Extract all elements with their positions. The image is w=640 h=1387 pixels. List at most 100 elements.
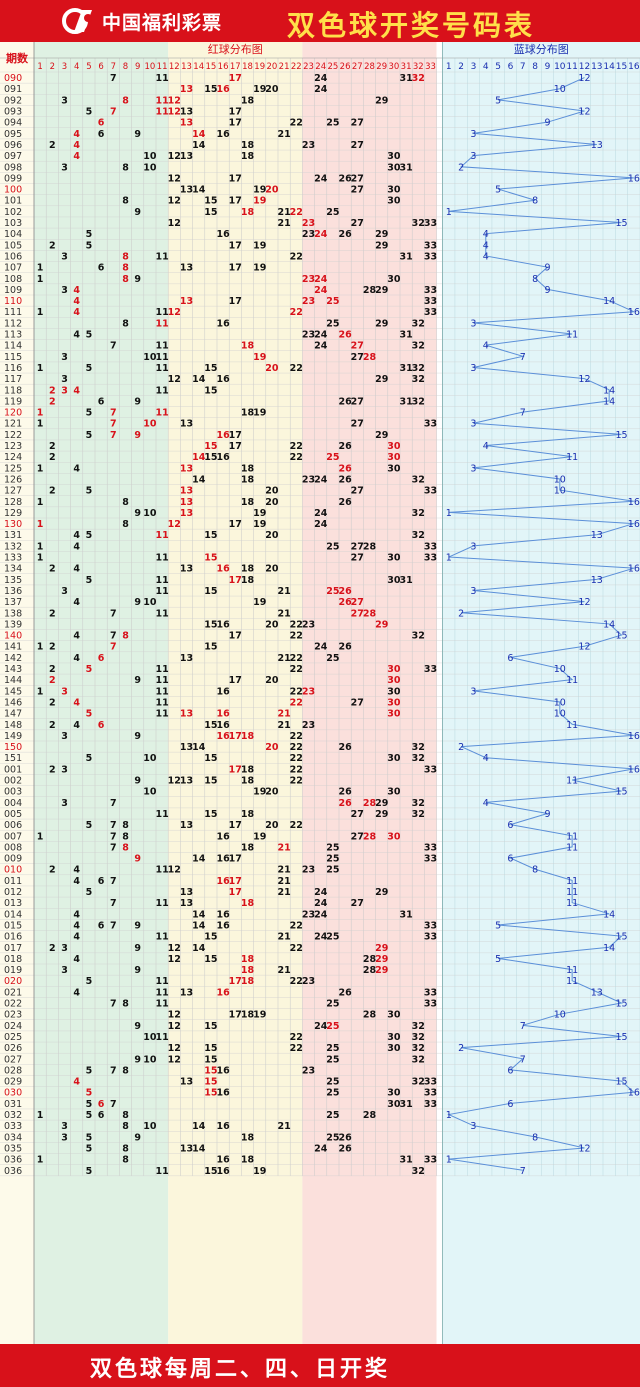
red-ball-number: 25 [326, 854, 339, 865]
red-ball-number: 15 [204, 441, 217, 452]
period-label: 140 [4, 631, 22, 642]
red-ball-number: 30 [387, 196, 401, 207]
red-ball-number: 28 [363, 608, 377, 619]
blue-ball-number: 15 [615, 218, 627, 229]
blue-ball-number: 15 [615, 1077, 627, 1088]
red-ball-number: 18 [241, 341, 255, 352]
red-ball-number: 6 [98, 129, 105, 140]
period-label: 102 [4, 207, 22, 218]
red-ball-number: 15 [204, 586, 217, 597]
period-label: 095 [4, 129, 22, 140]
blue-ball-number: 9 [544, 809, 550, 820]
red-ball-number: 15 [204, 809, 217, 820]
red-ball-number: 13 [180, 84, 193, 95]
red-ball-number: 19 [253, 408, 266, 419]
red-ball-number: 18 [241, 764, 255, 775]
red-ball-number: 13 [180, 263, 193, 274]
red-ball-number: 17 [229, 173, 242, 184]
red-ball-number: 32 [412, 1077, 425, 1088]
blue-ball-number: 7 [520, 408, 526, 419]
red-ball-number: 9 [134, 943, 141, 954]
blue-ball-number: 9 [544, 285, 550, 296]
red-ball-number: 21 [277, 842, 290, 853]
red-ball-number: 22 [290, 1032, 303, 1043]
header-bar: 中国福利彩票 双色球开奖号码表 [0, 0, 640, 42]
red-ball-number: 12 [168, 1043, 181, 1054]
red-ball-number: 25 [326, 865, 339, 876]
red-ball-number: 13 [180, 1077, 193, 1088]
red-ball-number: 4 [73, 530, 80, 541]
red-ball-number: 16 [216, 731, 230, 742]
period-label: 036 [4, 1155, 22, 1166]
red-ball-number: 32 [412, 1021, 425, 1032]
blue-ball-number: 11 [566, 965, 578, 976]
red-ball-number: 14 [192, 1121, 206, 1132]
red-ball-number: 16 [216, 876, 230, 887]
red-ball-number: 26 [338, 1143, 352, 1154]
period-label: 150 [4, 742, 22, 753]
period-label: 133 [4, 553, 22, 564]
red-ball-number: 17 [229, 107, 242, 118]
blue-ball-number: 14 [603, 909, 615, 920]
red-ball-number: 27 [351, 341, 364, 352]
red-ball-number: 28 [363, 1010, 377, 1021]
red-ball-number: 24 [314, 84, 328, 95]
period-label: 021 [4, 987, 22, 998]
red-ball-number: 13 [180, 107, 193, 118]
red-ball-number: 19 [253, 597, 266, 608]
blue-ball-number: 16 [628, 497, 640, 508]
red-ball-number: 24 [314, 519, 328, 530]
lottery-trend-chart: 期数 红球分布图 蓝球分布图 1 2 3 4 5 6 7 8 9 10 11 12 13 14 15 16 17 18 1… [0, 42, 640, 1344]
red-ball-number: 25 [326, 318, 339, 329]
period-label: 013 [4, 898, 22, 909]
red-ball-number: 33 [424, 987, 437, 998]
red-ball-number: 23 [302, 330, 315, 341]
red-ball-number: 15 [204, 196, 217, 207]
blue-ball-number: 3 [470, 419, 476, 430]
red-ball-number: 9 [134, 430, 141, 441]
blue-ball-number: 10 [554, 474, 566, 485]
red-ball-number: 5 [86, 330, 93, 341]
period-label: 122 [4, 430, 22, 441]
red-ball-number: 33 [424, 486, 437, 497]
blue-ball-number: 11 [566, 452, 578, 463]
red-ball-number: 10 [143, 352, 157, 363]
red-column-label: 25 [327, 62, 338, 72]
red-ball-number: 23 [302, 140, 315, 151]
red-column-label: 7 [111, 62, 116, 72]
red-ball-number: 26 [338, 597, 352, 608]
red-ball-number: 11 [155, 976, 168, 987]
blue-ball-number: 14 [603, 396, 615, 407]
red-ball-number: 21 [277, 865, 290, 876]
red-ball-number: 26 [338, 642, 352, 653]
blue-ball-number: 3 [470, 1121, 476, 1132]
red-ball-number: 13 [180, 820, 193, 831]
red-ball-number: 18 [241, 809, 255, 820]
red-ball-number: 1 [37, 642, 44, 653]
red-ball-number: 33 [424, 285, 437, 296]
period-label: 094 [4, 118, 22, 129]
red-ball-number: 13 [180, 564, 193, 575]
blue-ball-number: 15 [615, 631, 627, 642]
period-label: 113 [4, 330, 22, 341]
period-label: 104 [4, 229, 22, 240]
red-ball-number: 22 [290, 307, 303, 318]
red-ball-number: 32 [412, 474, 425, 485]
red-ball-number: 13 [180, 185, 193, 196]
red-ball-number: 9 [134, 965, 141, 976]
period-label: 097 [4, 151, 22, 162]
period-label: 105 [4, 240, 22, 251]
red-ball-number: 13 [180, 742, 193, 753]
red-ball-number: 32 [412, 1054, 425, 1065]
red-ball-number: 21 [277, 876, 290, 887]
red-ball-number: 13 [180, 776, 193, 787]
blue-ball-number: 3 [470, 586, 476, 597]
red-ball-number: 17 [229, 631, 242, 642]
red-ball-number: 4 [73, 330, 80, 341]
red-ball-number: 17 [229, 764, 242, 775]
blue-ball-number: 4 [483, 753, 489, 764]
red-ball-number: 33 [424, 999, 437, 1010]
red-ball-number: 8 [122, 162, 129, 173]
red-ball-number: 28 [363, 1110, 377, 1121]
period-label: 117 [4, 374, 22, 385]
